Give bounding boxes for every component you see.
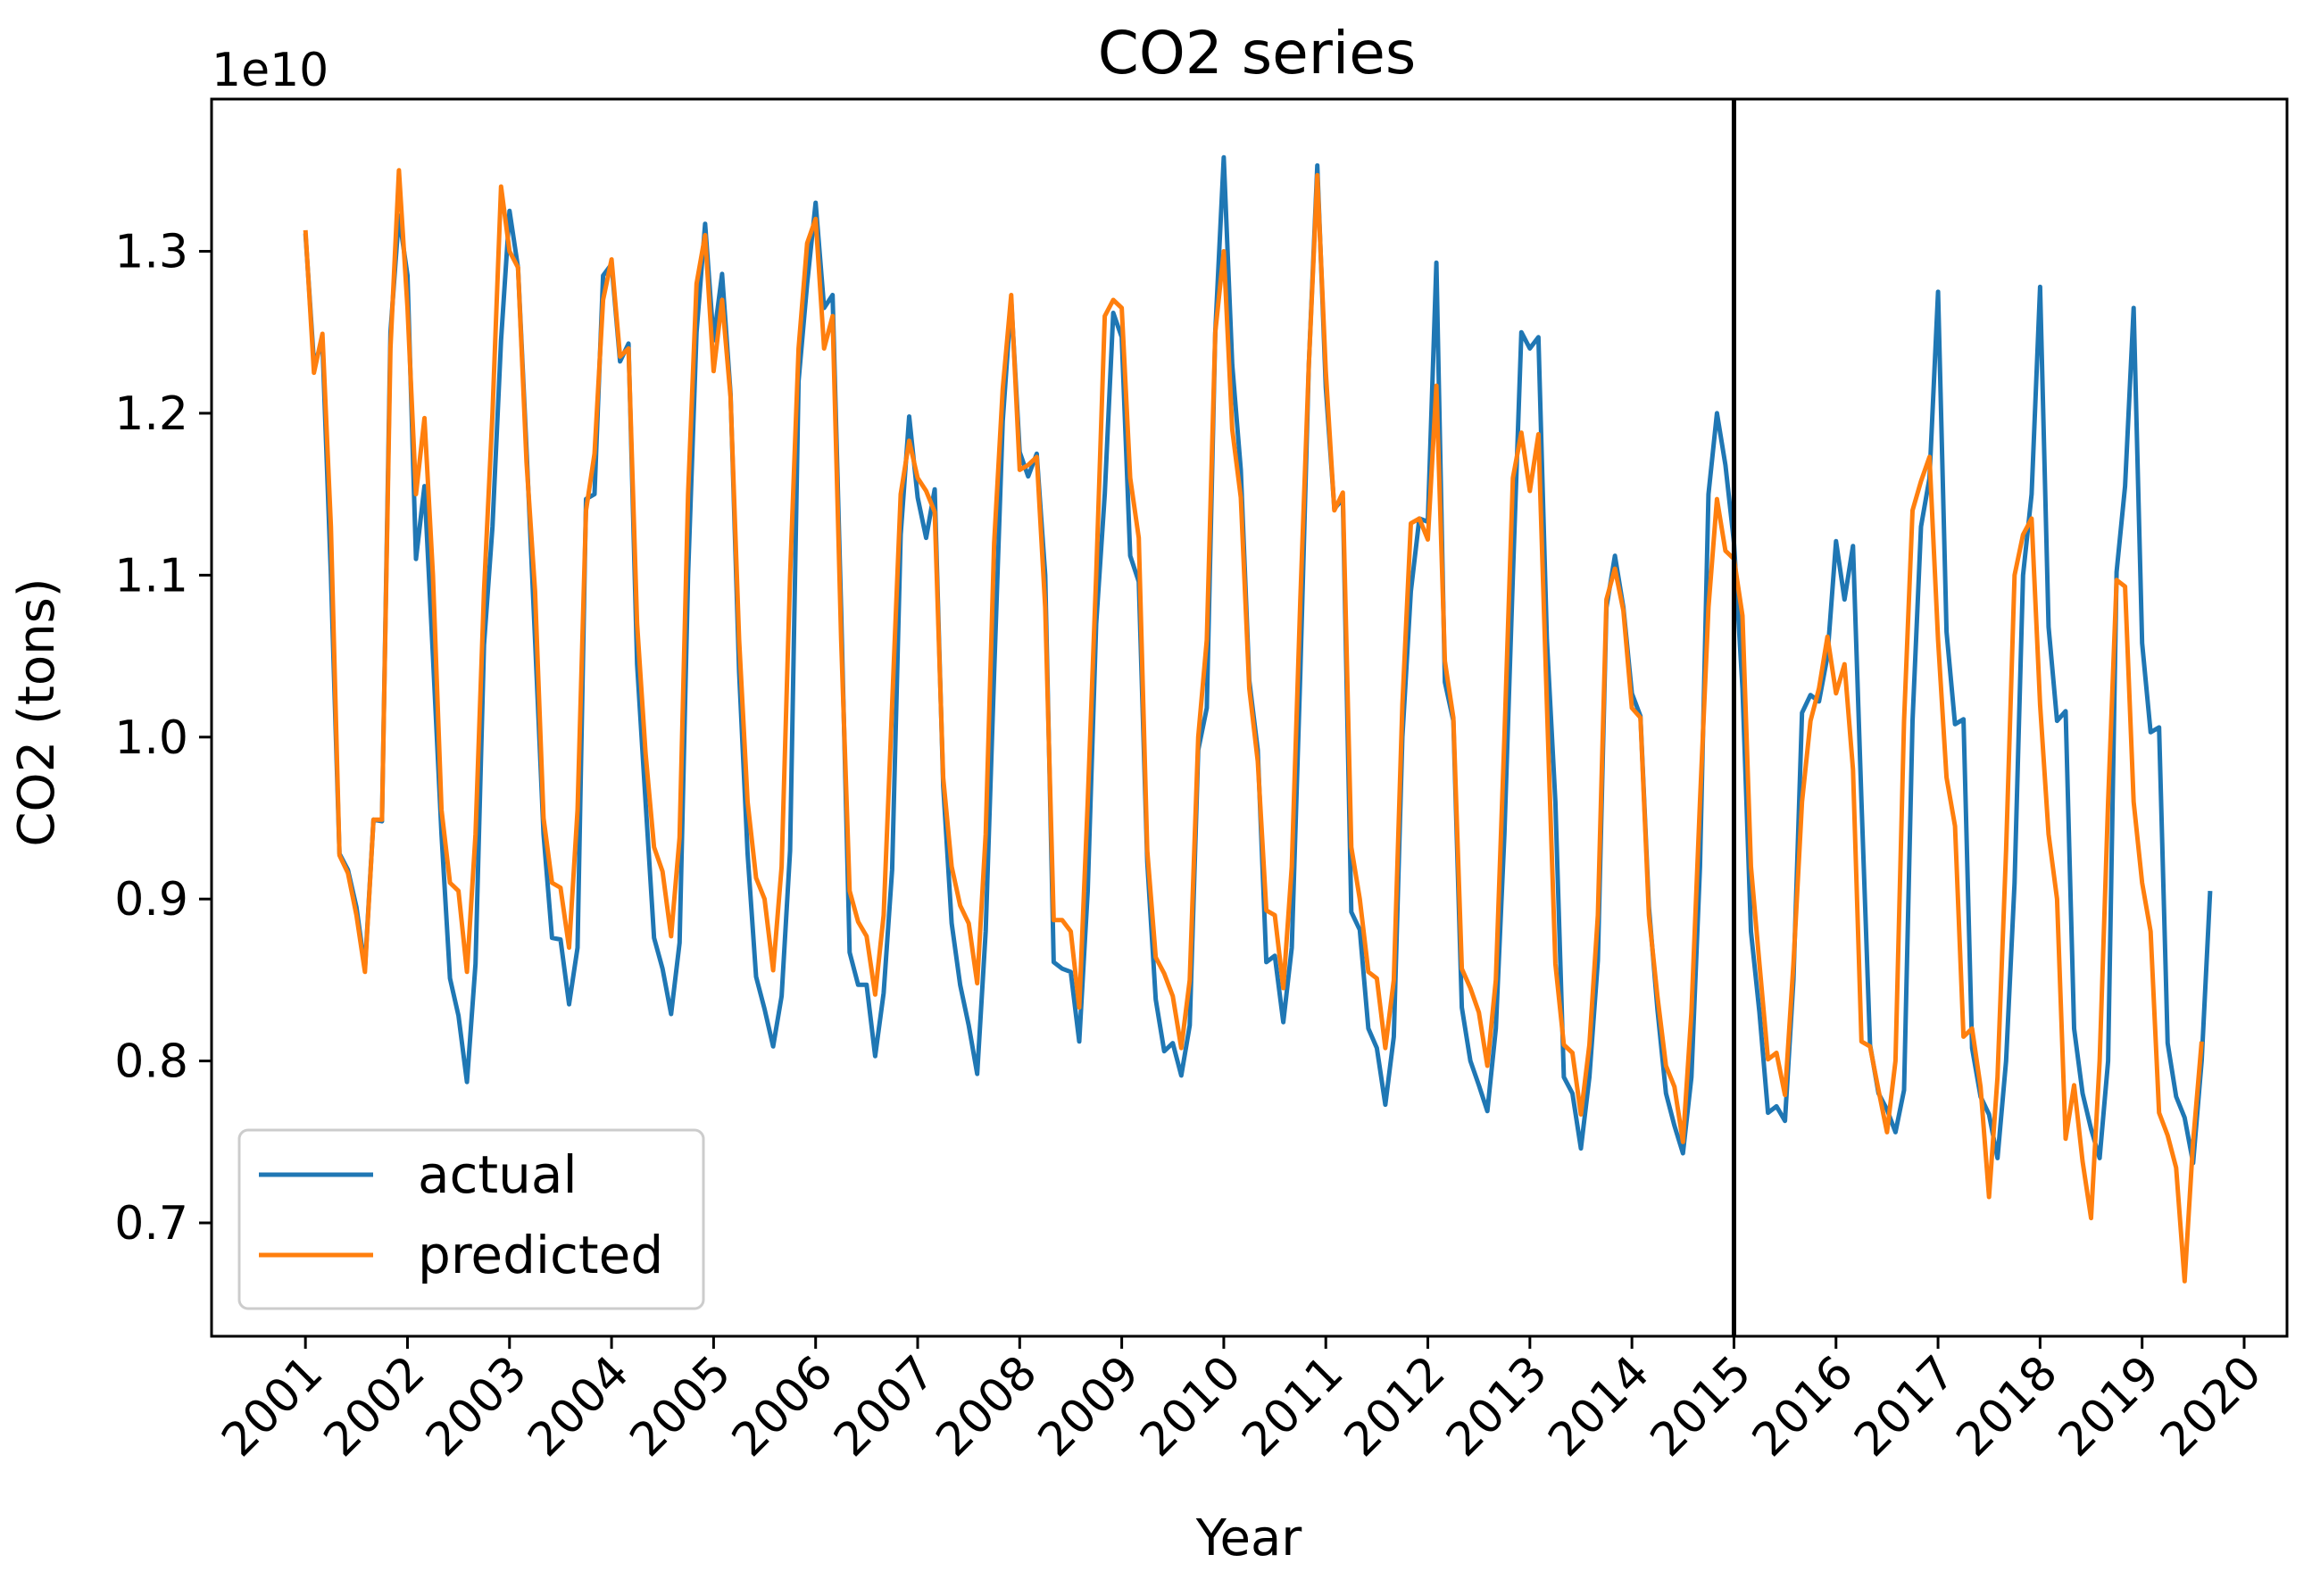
y-tick-label: 0.9 bbox=[114, 873, 188, 927]
y-tick-label: 0.7 bbox=[114, 1197, 188, 1251]
legend: actual predicted bbox=[237, 1128, 705, 1310]
x-axis-label: Year bbox=[1195, 1509, 1303, 1567]
legend-label-actual: actual bbox=[418, 1144, 578, 1205]
legend-label-predicted: predicted bbox=[418, 1225, 663, 1285]
chart-title: CO2 series bbox=[1098, 19, 1416, 87]
plot-area bbox=[303, 99, 2213, 1336]
y-tick-label: 1.3 bbox=[114, 226, 188, 279]
y-tick-label: 1.0 bbox=[114, 711, 188, 765]
y-axis-label: CO2 (tons) bbox=[8, 578, 66, 846]
y-tick-label: 0.8 bbox=[114, 1035, 188, 1089]
y-axis-ticks: 0.7 0.8 0.9 1.0 1.1 1.2 1.3 bbox=[114, 226, 212, 1251]
plot-frame bbox=[210, 97, 2289, 1338]
y-tick-label: 1.1 bbox=[114, 549, 188, 603]
y-axis-offset-label: 1e10 bbox=[212, 44, 329, 97]
y-tick-label: 1.2 bbox=[114, 387, 188, 441]
series-line-predicted bbox=[303, 168, 2204, 1284]
